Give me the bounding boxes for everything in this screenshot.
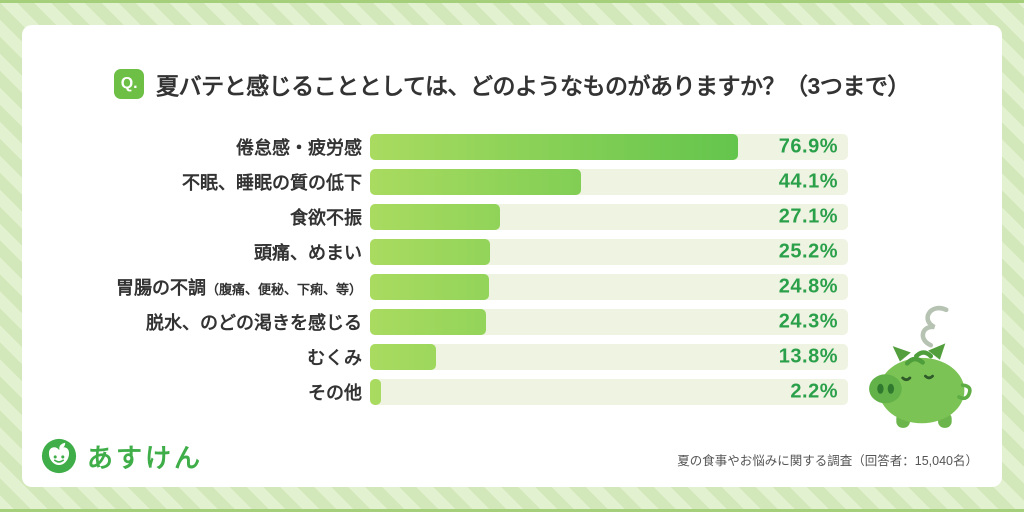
survey-source-note: 夏の食事やお悩みに関する調査（回答者：15,040名）	[677, 454, 978, 468]
bar	[370, 273, 489, 300]
asken-apple-icon	[41, 438, 77, 474]
bar	[370, 133, 738, 160]
category-label: その他	[22, 379, 370, 405]
bar	[370, 168, 581, 195]
chart-row: 頭痛、めまい 25.2%	[22, 234, 1002, 269]
question-badge: Q.	[114, 69, 145, 99]
category-label: 食欲不振	[22, 204, 370, 230]
category-label-note: （腹痛、便秘、下痢、等）	[205, 281, 362, 297]
chart-row: その他 2.2%	[22, 374, 1002, 409]
bar-track: 44.1%	[370, 168, 848, 195]
value-label: 24.8%	[778, 275, 838, 297]
chart-header: Q. 夏バテと感じることとしては、どのようなものがありますか？（3つまで）	[22, 67, 1002, 101]
bar-track: 25.2%	[370, 238, 848, 265]
category-label: 頭痛、めまい	[22, 239, 370, 265]
chart-row: むくみ 13.8%	[22, 339, 1002, 374]
value-label: 27.1%	[778, 205, 838, 227]
bar	[370, 203, 500, 230]
category-label-main: 食欲不振	[290, 207, 362, 228]
mosquito-coil-pig-mascot	[860, 303, 978, 431]
pig-snout	[869, 374, 902, 404]
bar	[370, 378, 381, 405]
category-label: 胃腸の不調（腹痛、便秘、下痢、等）	[22, 274, 370, 300]
bar-track: 24.8%	[370, 273, 848, 300]
value-label: 24.3%	[778, 310, 838, 332]
chart-row: 不眠、睡眠の質の低下 44.1%	[22, 164, 1002, 199]
chart-title: 夏バテと感じることとしては、どのようなものがありますか？（3つまで）	[156, 73, 910, 99]
pig-mascot-illustration	[869, 305, 972, 428]
category-label-main: 倦怠感・疲労感	[236, 137, 362, 158]
bar-track: 76.9%	[370, 133, 848, 160]
chart-row: 胃腸の不調（腹痛、便秘、下痢、等） 24.8%	[22, 269, 1002, 304]
category-label-main: 脱水、のどの渇きを感じる	[146, 312, 362, 333]
asken-logo-text: あすけん	[87, 442, 204, 473]
bar-track: 27.1%	[370, 203, 848, 230]
bar-track: 13.8%	[370, 343, 848, 370]
pig-body	[879, 357, 965, 424]
value-label: 76.9%	[778, 135, 838, 157]
chart-card: Q. 夏バテと感じることとしては、どのようなものがありますか？（3つまで） 倦怠…	[22, 25, 1002, 487]
smoke-swirl	[920, 305, 949, 348]
pig-tail	[957, 383, 972, 401]
category-label-main: その他	[308, 382, 362, 403]
category-label: 不眠、睡眠の質の低下	[22, 169, 370, 195]
bar	[370, 343, 436, 370]
bar-track: 2.2%	[370, 378, 848, 405]
bar-chart: 倦怠感・疲労感 76.9% 不眠、睡眠の質の低下 44.1% 食欲不振 27	[22, 129, 1002, 409]
category-label-main: 頭痛、めまい	[254, 242, 362, 263]
category-label-main: むくみ	[307, 347, 362, 368]
value-label: 25.2%	[778, 240, 838, 262]
bar	[370, 238, 491, 265]
category-label: 脱水、のどの渇きを感じる	[22, 309, 370, 335]
category-label-main: 不眠、睡眠の質の低下	[182, 172, 362, 193]
value-label: 13.8%	[778, 345, 838, 367]
asken-logo: あすけん	[40, 437, 203, 475]
footer: あすけん 夏の食事やお悩みに関する調査（回答者：15,040名）	[40, 437, 978, 475]
chart-row: 食欲不振 27.1%	[22, 199, 1002, 234]
value-label: 44.1%	[778, 170, 838, 192]
category-label-main: 胃腸の不調	[115, 277, 206, 298]
value-label: 2.2%	[790, 380, 838, 402]
bar-track: 24.3%	[370, 308, 848, 335]
category-label: 倦怠感・疲労感	[22, 134, 370, 160]
chart-row: 倦怠感・疲労感 76.9%	[22, 129, 1002, 164]
category-label: むくみ	[22, 344, 370, 370]
chart-row: 脱水、のどの渇きを感じる 24.3%	[22, 304, 1002, 339]
bar	[370, 308, 487, 335]
